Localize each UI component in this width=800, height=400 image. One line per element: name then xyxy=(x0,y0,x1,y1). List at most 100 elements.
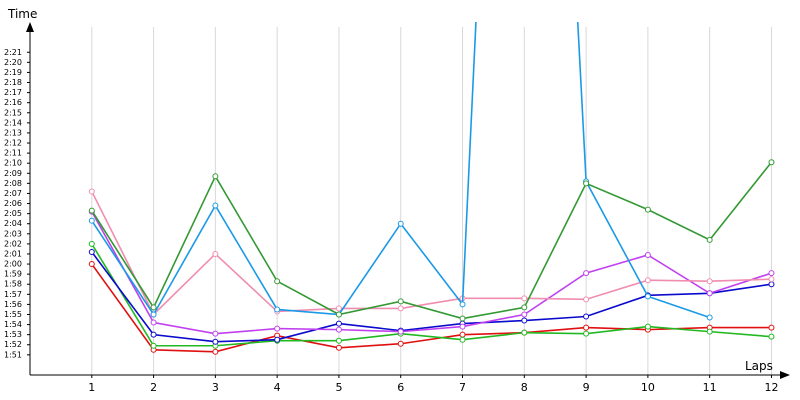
point xyxy=(274,306,281,313)
point xyxy=(150,311,157,318)
series-line xyxy=(91,251,772,343)
point xyxy=(212,348,219,355)
point xyxy=(768,281,775,288)
point xyxy=(397,298,404,305)
y-tick-label: 1:55 xyxy=(4,310,22,319)
point xyxy=(583,270,590,277)
point xyxy=(274,325,281,332)
point xyxy=(768,159,775,166)
point xyxy=(583,313,590,320)
point xyxy=(521,311,528,318)
point xyxy=(583,330,590,337)
x-tick-label: 1 xyxy=(88,381,95,394)
point xyxy=(397,305,404,312)
y-arrow xyxy=(26,22,34,32)
point xyxy=(521,317,528,324)
y-tick-label: 2:00 xyxy=(4,260,22,269)
y-tick-label: 2:09 xyxy=(4,169,22,178)
y-tick-label: 1:59 xyxy=(4,270,22,279)
y-tick-label: 2:06 xyxy=(4,199,22,208)
y-tick-label: 1:54 xyxy=(4,320,22,329)
x-tick-label: 3 xyxy=(212,381,219,394)
point xyxy=(397,328,404,335)
y-tick-label: 1:58 xyxy=(4,280,22,289)
y-tick-label: 2:03 xyxy=(4,229,22,238)
point xyxy=(706,328,713,335)
point xyxy=(706,290,713,297)
lines xyxy=(88,22,775,355)
point xyxy=(335,311,342,318)
grid xyxy=(91,27,772,375)
x-tick-label: 7 xyxy=(459,381,466,394)
point xyxy=(768,324,775,331)
y-axis-label: Time xyxy=(7,7,37,21)
y-tick-label: 2:02 xyxy=(4,239,22,248)
y-tick-label: 2:13 xyxy=(4,128,22,137)
point xyxy=(644,206,651,213)
y-tick-label: 1:52 xyxy=(4,340,22,349)
point xyxy=(644,251,651,258)
x-arrow xyxy=(780,371,790,379)
point xyxy=(274,278,281,285)
point xyxy=(150,342,157,349)
y-tick-label: 2:12 xyxy=(4,139,22,148)
point xyxy=(150,304,157,311)
point xyxy=(768,333,775,340)
point xyxy=(212,330,219,337)
point xyxy=(397,220,404,227)
point xyxy=(706,278,713,285)
point xyxy=(335,344,342,351)
point xyxy=(459,336,466,343)
point xyxy=(583,324,590,331)
y-tick-label: 1:53 xyxy=(4,330,22,339)
series-line xyxy=(91,191,772,316)
y-tick-label: 2:07 xyxy=(4,189,22,198)
series-line xyxy=(91,263,772,353)
y-tick-label: 1:51 xyxy=(4,350,22,359)
y-tick-label: 2:21 xyxy=(4,48,22,57)
y-tick-label: 2:01 xyxy=(4,249,22,258)
y-tick-label: 2:20 xyxy=(4,58,22,67)
point xyxy=(88,188,95,195)
point xyxy=(335,320,342,327)
point xyxy=(768,276,775,283)
point xyxy=(88,261,95,268)
x-tick-label: 6 xyxy=(397,381,404,394)
point xyxy=(459,323,466,330)
point xyxy=(583,180,590,187)
point xyxy=(212,173,219,180)
point xyxy=(644,293,651,300)
x-tick-label: 2 xyxy=(150,381,157,394)
point xyxy=(150,319,157,326)
y-tick-label: 2:05 xyxy=(4,209,22,218)
y-tick-label: 2:15 xyxy=(4,108,22,117)
point xyxy=(644,323,651,330)
point xyxy=(274,336,281,343)
point xyxy=(459,301,466,308)
point xyxy=(335,326,342,333)
point xyxy=(583,296,590,303)
y-tick-label: 2:08 xyxy=(4,179,22,188)
x-tick-label: 10 xyxy=(641,381,655,394)
x-tick-label: 5 xyxy=(335,381,342,394)
y-tick-label: 2:17 xyxy=(4,88,22,97)
point xyxy=(335,305,342,312)
x-tick-label: 11 xyxy=(703,381,717,394)
x-tick-label: 9 xyxy=(583,381,590,394)
point xyxy=(212,338,219,345)
y-tick-label: 2:14 xyxy=(4,118,22,127)
x-tick-label: 4 xyxy=(274,381,281,394)
point xyxy=(521,329,528,336)
point xyxy=(521,304,528,311)
x-tick-label: 8 xyxy=(521,381,528,394)
y-tick-label: 2:10 xyxy=(4,159,22,168)
point xyxy=(706,314,713,321)
point xyxy=(768,270,775,277)
point xyxy=(88,217,95,224)
y-tick-label: 2:19 xyxy=(4,68,22,77)
series-line xyxy=(91,161,773,320)
series-line xyxy=(91,211,772,335)
point xyxy=(397,340,404,347)
point xyxy=(459,315,466,322)
